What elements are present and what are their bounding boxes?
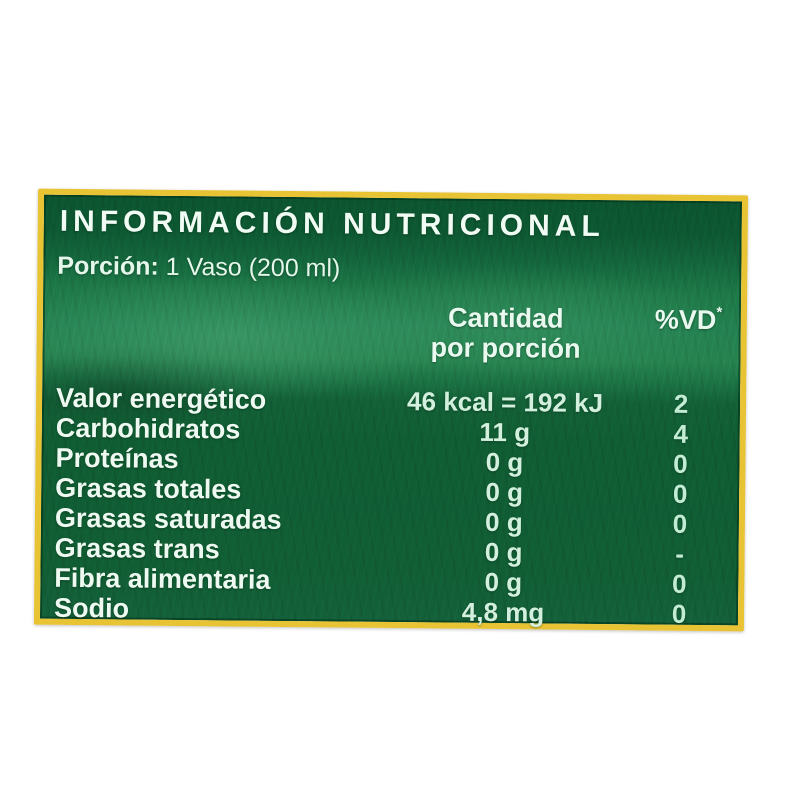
nutrient-amount: 0 g	[485, 476, 524, 508]
nutrient-name: Grasas saturadas	[54, 502, 282, 535]
nutrient-amount: 0 g	[484, 566, 523, 598]
nutrient-row: Sodio 4,8 mg 0	[54, 593, 738, 630]
portion-label: Porción:	[57, 251, 159, 281]
nutrition-label: INFORMACIÓN NUTRICIONAL Porción: 1 Vaso …	[33, 188, 749, 632]
nutrient-amount: 0 g	[484, 506, 523, 538]
nutrient-dv: 4	[673, 418, 689, 449]
nutrient-name: Sodio	[53, 592, 130, 624]
column-header-row: Cantidad por porción %VD*	[56, 299, 741, 366]
nutrient-dv: 0	[671, 568, 687, 599]
label-content: INFORMACIÓN NUTRICIONAL Porción: 1 Vaso …	[40, 195, 742, 630]
nutrient-dv: 0	[672, 478, 688, 509]
nutrient-dv: -	[675, 538, 685, 569]
nutrient-name: Proteínas	[55, 442, 179, 474]
vd-label: %VD	[654, 304, 717, 336]
nutrient-amount: 11 g	[479, 416, 531, 448]
nutrient-dv: 0	[671, 598, 687, 629]
nutrient-dv: 0	[672, 508, 688, 539]
amount-header-line1: Cantidad	[447, 302, 564, 334]
nutrient-name: Valor energético	[55, 382, 267, 415]
nutrient-dv: 0	[673, 448, 688, 479]
vd-footnote-marker: *	[716, 304, 723, 322]
nutrient-amount: 0 g	[484, 536, 523, 568]
amount-header-line2: por porción	[430, 332, 581, 364]
nutrient-name: Grasas trans	[54, 532, 220, 565]
portion-value: 1 Vaso (200 ml)	[165, 252, 341, 283]
nutrient-name: Fibra alimentaria	[54, 562, 271, 595]
nutrient-amount: 4,8 mg	[461, 596, 545, 628]
nutrient-name: Carbohidratos	[55, 412, 241, 445]
portion-line: Porción: 1 Vaso (200 ml)	[57, 252, 741, 288]
nutrient-table: Valor energético 46 kcal = 192 kJ 2 Carb…	[54, 383, 740, 630]
nutrient-name: Grasas totales	[55, 472, 242, 505]
nutrient-amount: 46 kcal = 192 kJ	[406, 386, 604, 419]
nutrient-dv: 2	[673, 388, 689, 419]
label-title: INFORMACIÓN NUTRICIONAL	[59, 204, 605, 244]
nutrient-amount: 0 g	[485, 446, 524, 478]
daily-value-column-header: %VD*	[654, 304, 723, 366]
amount-column-header: Cantidad por porción	[356, 302, 655, 365]
